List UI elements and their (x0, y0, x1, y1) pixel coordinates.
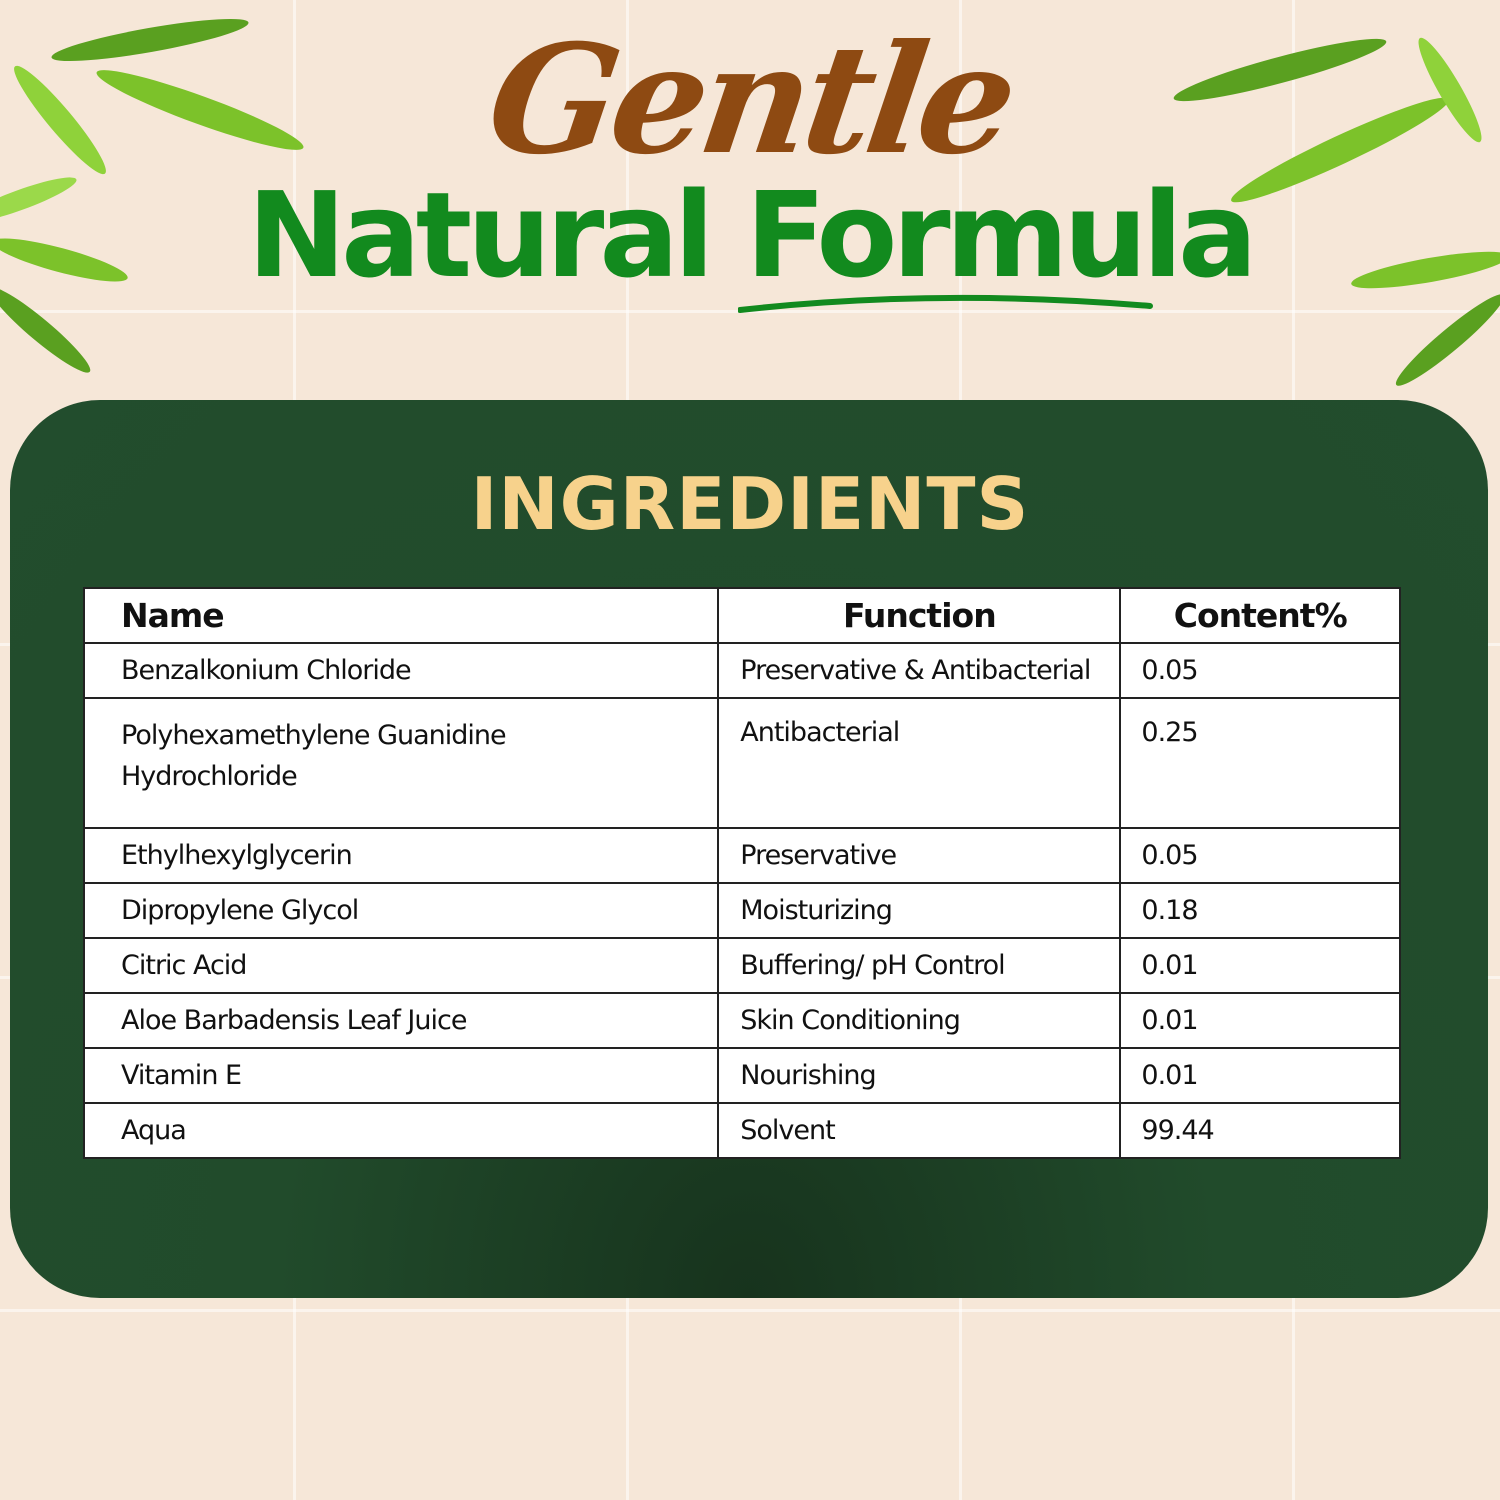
ingredient-name: Citric Acid (82, 937, 720, 994)
ingredient-function: Nourishing (717, 1047, 1122, 1104)
ingredient-content: 0.25 (1119, 697, 1401, 829)
table-row: Vitamin E Nourishing 0.01 (82, 1047, 1401, 1104)
table-row: Aqua Solvent 99.44 (82, 1102, 1401, 1159)
ingredient-name: Aqua (82, 1102, 720, 1159)
ingredient-function: Skin Conditioning (717, 992, 1122, 1049)
ingredients-heading: INGREDIENTS (470, 462, 1030, 546)
ingredient-content: 0.01 (1119, 992, 1401, 1049)
column-header-content: Content% (1119, 587, 1401, 644)
ingredient-name: Benzalkonium Chloride (82, 642, 720, 699)
ingredient-function: Buffering/ pH Control (717, 937, 1122, 994)
table-row: Citric Acid Buffering/ pH Control 0.01 (82, 937, 1401, 994)
table-row: Dipropylene Glycol Moisturizing 0.18 (82, 882, 1401, 939)
table-header: Name Function Content% (82, 587, 1401, 644)
ingredient-content: 0.05 (1119, 642, 1401, 699)
ingredient-function: Solvent (717, 1102, 1122, 1159)
page-title: Natural Formula (247, 166, 1257, 304)
table-row: Polyhexamethylene Guanidine Hydrochlorid… (82, 697, 1401, 829)
title-underline (738, 294, 1153, 313)
ingredient-content: 0.05 (1119, 827, 1401, 884)
ingredient-content: 0.01 (1119, 937, 1401, 994)
ingredient-function: Moisturizing (717, 882, 1122, 939)
bamboo-leaves-right (1173, 37, 1500, 386)
ingredient-function: Antibacterial (717, 697, 1122, 829)
ingredient-content: 99.44 (1119, 1102, 1401, 1159)
ingredient-function: Preservative & Antibacterial (717, 642, 1122, 699)
ingredient-name: Vitamin E (82, 1047, 720, 1104)
table-row: Benzalkonium Chloride Preservative & Anti… (82, 642, 1401, 699)
table-row: Ethylhexylglycerin Preservative 0.05 (82, 827, 1401, 884)
ingredients-table: Name Function Content% Benzalkonium Chlo… (82, 587, 1401, 1159)
column-header-function: Function (717, 587, 1122, 644)
ingredient-function: Preservative (717, 827, 1122, 884)
ingredient-name: Ethylhexylglycerin (82, 827, 720, 884)
ingredient-name: Aloe Barbadensis Leaf Juice (82, 992, 720, 1049)
ingredient-name: Dipropylene Glycol (82, 882, 720, 939)
bamboo-leaves-left (0, 18, 304, 373)
ingredient-content: 0.01 (1119, 1047, 1401, 1104)
column-header-name: Name (82, 587, 720, 644)
table-row: Aloe Barbadensis Leaf Juice Skin Conditio… (82, 992, 1401, 1049)
ingredient-name: Polyhexamethylene Guanidine Hydrochlorid… (82, 697, 720, 829)
script-title: Gentle (478, 12, 1022, 188)
ingredient-content: 0.18 (1119, 882, 1401, 939)
